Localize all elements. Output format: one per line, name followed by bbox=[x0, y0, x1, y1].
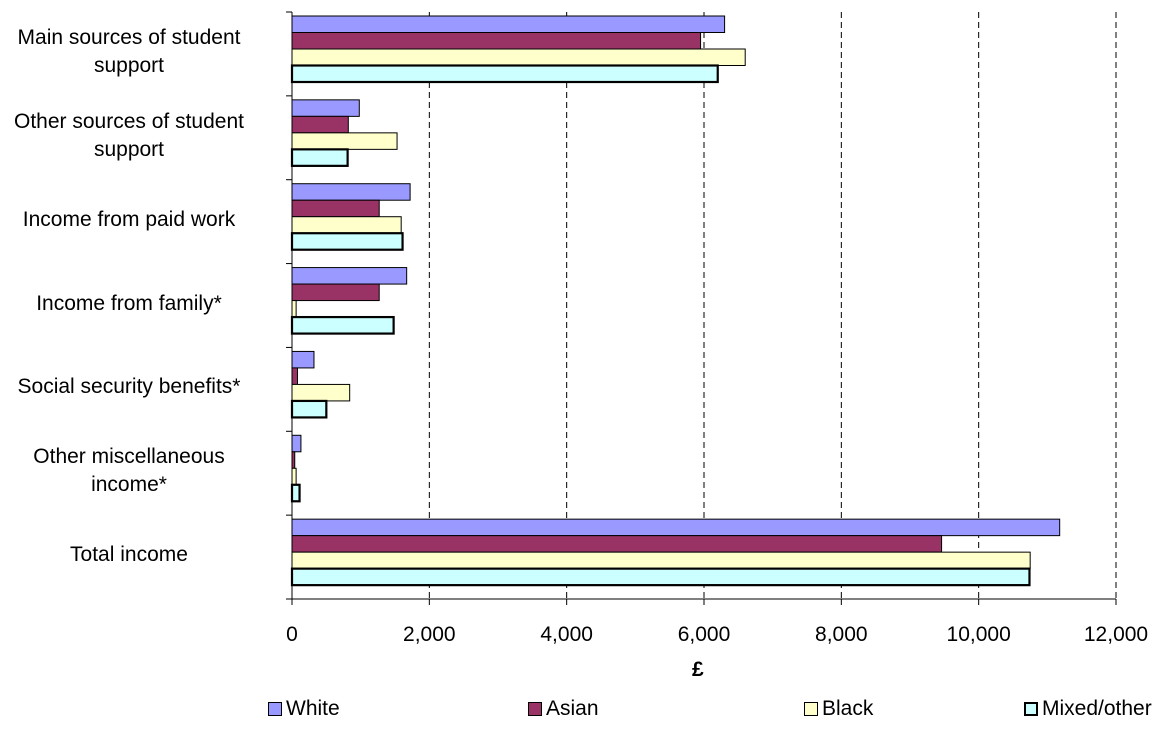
bar-mixed-other-1 bbox=[290, 148, 349, 167]
bar-white-0 bbox=[291, 15, 726, 33]
bar-black-5 bbox=[291, 467, 297, 486]
legend-item-black: Black bbox=[804, 697, 873, 721]
legend-item-mixed-other: Mixed/other bbox=[1024, 697, 1152, 721]
legend-label-black: Black bbox=[822, 697, 874, 720]
bar-asian-3 bbox=[291, 283, 380, 302]
bar-asian-4 bbox=[291, 367, 298, 385]
bar-white-4 bbox=[291, 350, 315, 369]
category-label: Income from paid work bbox=[0, 206, 274, 234]
bar-mixed-other-3 bbox=[290, 315, 395, 335]
bar-mixed-other-0 bbox=[290, 64, 719, 84]
bar-black-0 bbox=[291, 48, 746, 66]
category-label-line: support bbox=[93, 53, 165, 77]
x-tick-label: 4,000 bbox=[540, 623, 593, 646]
category-label-line: Social security benefits* bbox=[17, 375, 241, 399]
x-tick-labels: 0 2,000 4,000 6,000 8,000 10,000 12,000 bbox=[286, 623, 1148, 646]
category-label-line: Other sources of student bbox=[14, 109, 244, 133]
bar-mixed-other-4 bbox=[290, 399, 328, 419]
x-tick-label: 2,000 bbox=[403, 623, 456, 646]
category-label-line: Income from paid work bbox=[22, 207, 236, 231]
category-label: Other sources of student support bbox=[0, 108, 274, 164]
bar-black-1 bbox=[291, 132, 398, 150]
legend: White Asian Black Mixed/other bbox=[0, 697, 1158, 727]
category-label: Main sources of student support bbox=[0, 24, 274, 80]
legend-label-white: White bbox=[286, 697, 340, 720]
x-tick-label: 0 bbox=[286, 623, 298, 646]
legend-label-mixed-other: Mixed/other bbox=[1042, 697, 1152, 720]
category-label-line: Other miscellaneous bbox=[33, 445, 225, 469]
gridlines bbox=[428, 12, 1117, 599]
legend-label-asian: Asian bbox=[546, 697, 599, 720]
category-label-line: Main sources of student bbox=[17, 25, 241, 49]
bar-white-5 bbox=[291, 434, 302, 453]
bar-mixed-other-5 bbox=[290, 483, 301, 503]
x-tick-label: 8,000 bbox=[815, 623, 868, 646]
legend-item-white: White bbox=[268, 697, 340, 721]
bar-asian-6 bbox=[291, 535, 943, 553]
bar-asian-0 bbox=[291, 32, 702, 50]
bar-white-2 bbox=[291, 183, 411, 201]
legend-item-asian: Asian bbox=[528, 697, 599, 721]
x-tick-label: 6,000 bbox=[678, 623, 731, 646]
category-label-line: support bbox=[93, 137, 165, 161]
bar-white-6 bbox=[291, 518, 1061, 537]
bar-black-3 bbox=[291, 300, 297, 318]
category-label: Social security benefits* bbox=[0, 373, 274, 401]
bar-mixed-other-6 bbox=[290, 567, 1031, 587]
category-label-line: Income from family* bbox=[36, 291, 222, 315]
bar-asian-2 bbox=[291, 199, 380, 218]
category-label: Income from family* bbox=[0, 290, 274, 318]
bar-mixed-other-2 bbox=[290, 232, 404, 251]
bar-white-1 bbox=[291, 99, 360, 117]
category-label-line: income* bbox=[91, 473, 167, 497]
axes bbox=[286, 11, 1117, 605]
legend-swatch-asian bbox=[528, 702, 542, 716]
x-tick-label: 12,000 bbox=[1084, 623, 1148, 646]
bar-black-4 bbox=[291, 383, 351, 402]
legend-swatch-mixed-other bbox=[1024, 702, 1038, 716]
bar-black-6 bbox=[291, 551, 1031, 570]
bars bbox=[290, 15, 1061, 587]
legend-swatch-white bbox=[268, 702, 282, 716]
bar-asian-1 bbox=[291, 115, 349, 134]
category-label: Total income bbox=[0, 541, 274, 569]
x-tick-label: 10,000 bbox=[947, 623, 1011, 646]
legend-swatch-black bbox=[804, 702, 818, 716]
bar-black-2 bbox=[291, 216, 402, 234]
category-label: Other miscellaneous income* bbox=[0, 443, 274, 499]
x-axis-label: £ bbox=[692, 658, 704, 681]
category-label-line: Total income bbox=[70, 543, 188, 567]
bar-white-3 bbox=[291, 267, 408, 285]
